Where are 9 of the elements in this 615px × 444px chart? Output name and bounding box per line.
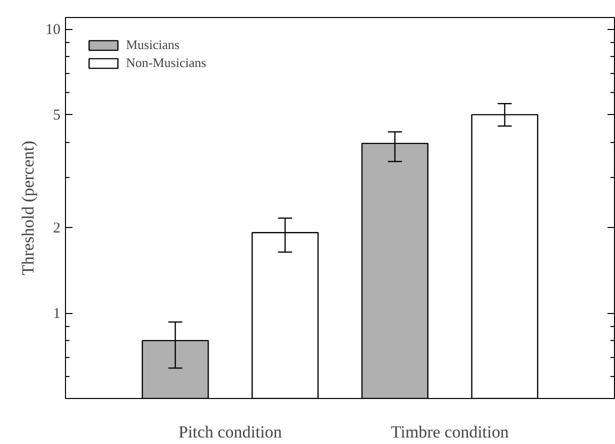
y-tick-label: 1 — [53, 306, 60, 322]
y-tick-label: 10 — [46, 22, 60, 38]
x-tick-label: Timbre condition — [390, 422, 510, 442]
x-tick-label: Pitch condition — [178, 422, 282, 442]
legend-label: Musicians — [126, 37, 180, 53]
legend-label: Non-Musicians — [126, 55, 206, 71]
y-tick-label: 2 — [53, 220, 60, 237]
y-axis-title: Threshold (percent) — [18, 140, 38, 276]
y-tick-label: 5 — [53, 108, 60, 124]
